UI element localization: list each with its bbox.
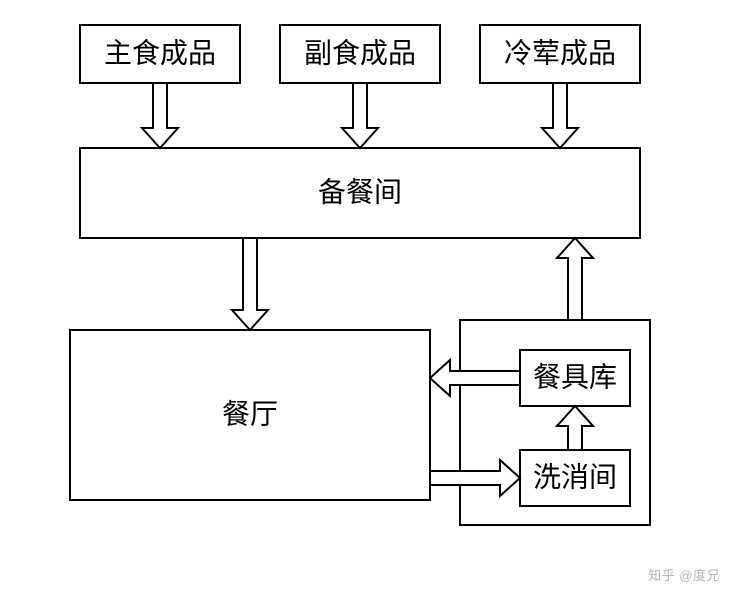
arrow-a3 <box>542 83 578 148</box>
node-label-n1: 主食成品 <box>104 38 216 70</box>
node-label-n7: 洗消间 <box>533 462 617 494</box>
node-label-n3: 冷荤成品 <box>504 38 616 70</box>
node-label-n2: 副食成品 <box>304 38 416 70</box>
arrow-a4 <box>232 238 268 330</box>
arrow-a8 <box>430 460 520 496</box>
arrow-a2 <box>342 83 378 148</box>
arrow-a6 <box>557 406 593 450</box>
arrow-a1 <box>142 83 178 148</box>
arrow-a5 <box>557 238 593 320</box>
node-label-n6: 餐具库 <box>533 362 617 394</box>
node-label-n4: 备餐间 <box>318 177 402 209</box>
node-label-n5: 餐厅 <box>222 399 278 431</box>
arrow-a7 <box>430 360 520 396</box>
